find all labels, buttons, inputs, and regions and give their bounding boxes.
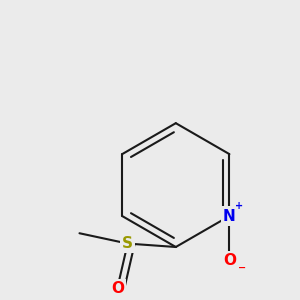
- Text: O: O: [223, 253, 236, 268]
- Text: N: N: [223, 208, 236, 224]
- Text: O: O: [111, 281, 124, 296]
- Text: S: S: [122, 236, 133, 251]
- Text: +: +: [235, 201, 243, 212]
- Text: −: −: [238, 262, 247, 273]
